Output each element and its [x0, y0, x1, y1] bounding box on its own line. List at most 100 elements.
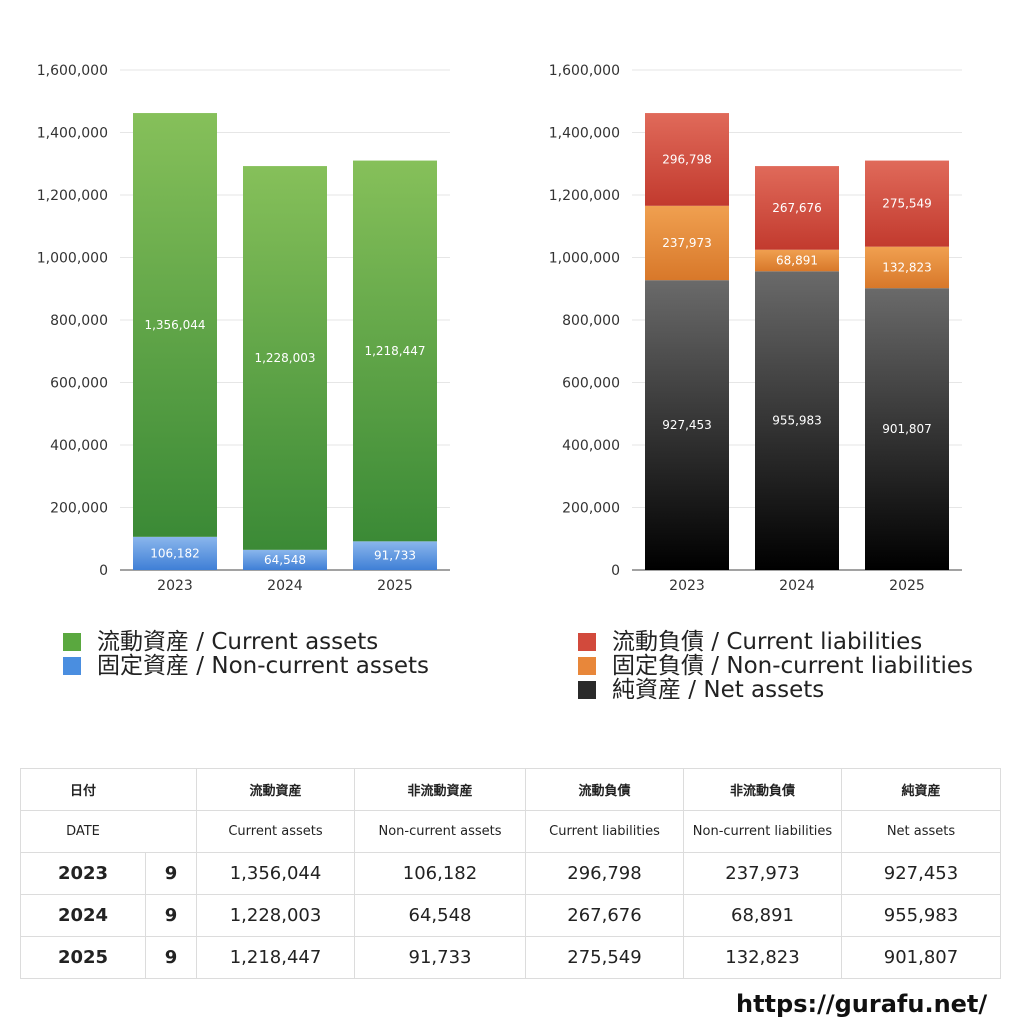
data-label-non-current-liabilities-2025: 132,823: [882, 260, 932, 274]
liabilities-chart: 0 200,000 400,000 600,000 800,000 1,000,000 1,…: [549, 63, 962, 594]
data-label-non-current-assets-2024: 64,548: [264, 553, 306, 567]
cell-current-assets: 1,228,003: [196, 894, 355, 937]
data-label-current-assets-2024: 1,228,003: [254, 351, 315, 365]
header-spacer-en: [145, 810, 197, 853]
bar-current-liabilities-2025: [865, 160, 949, 247]
x-tick-label: 2024: [779, 578, 815, 594]
data-label-net-assets-2024: 955,983: [772, 414, 822, 428]
y-tick-label: 400,000: [562, 438, 620, 454]
header-non-current-liabilities-ja: 非流動負債: [683, 768, 842, 811]
bar-net-assets-2023: [645, 280, 729, 570]
bar-net-assets-2025: [865, 288, 949, 570]
bar-current-assets-2024: [243, 166, 327, 550]
y-tick-label: 200,000: [50, 501, 108, 517]
header-spacer: [145, 768, 197, 811]
table-row: 2023 9 1,356,044 106,182 296,798 237,973…: [20, 852, 1001, 895]
header-non-current-liabilities-en: Non-current liabilities: [683, 810, 842, 853]
y-tick-label: 600,000: [562, 376, 620, 392]
header-non-current-assets-ja: 非流動資産: [354, 768, 526, 811]
header-current-liabilities-en: Current liabilities: [525, 810, 684, 853]
x-tick-label: 2025: [889, 578, 925, 594]
table-row: 2024 9 1,228,003 64,548 267,676 68,891 9…: [20, 894, 1001, 937]
bar-non-current-assets-2024: [243, 549, 327, 570]
legend-swatch-net-assets: [578, 681, 596, 699]
data-label-non-current-assets-2023: 106,182: [150, 546, 200, 560]
cell-net-assets: 901,807: [841, 936, 1001, 979]
cell-non-current-assets: 64,548: [354, 894, 526, 937]
y-tick-label: 1,200,000: [37, 188, 108, 204]
y-tick-label: 200,000: [562, 501, 620, 517]
y-tick-label: 0: [99, 563, 108, 579]
legend-item-non-current-liabilities: 固定負債 / Non-current liabilities: [578, 654, 973, 678]
legend-label-non-current-assets: 固定資産 / Non-current assets: [97, 653, 430, 679]
y-tick-label: 800,000: [50, 313, 108, 329]
legend-swatch-current-assets: [63, 633, 81, 651]
header-net-assets-ja: 純資産: [841, 768, 1001, 811]
table-header-row-en: DATE Current assets Non-current assets C…: [20, 810, 1001, 853]
y-tick-label: 1,000,000: [37, 251, 108, 267]
row-year: 2023: [20, 852, 146, 895]
liabilities-legend: 流動負債 / Current liabilities 固定負債 / Non-cu…: [578, 630, 973, 702]
legend-swatch-non-current-assets: [63, 657, 81, 675]
cell-current-liabilities: 296,798: [525, 852, 684, 895]
row-year: 2024: [20, 894, 146, 937]
header-net-assets-en: Net assets: [841, 810, 1001, 853]
bar-non-current-liabilities-2023: [645, 205, 729, 281]
data-label-net-assets-2023: 927,453: [662, 418, 712, 432]
bar-non-current-assets-2023: [133, 536, 217, 570]
data-label-current-assets-2025: 1,218,447: [364, 344, 425, 358]
cell-current-assets: 1,356,044: [196, 852, 355, 895]
header-non-current-assets-en: Non-current assets: [354, 810, 526, 853]
bar-current-liabilities-2023: [645, 113, 729, 206]
y-tick-label: 800,000: [562, 313, 620, 329]
cell-non-current-assets: 91,733: [354, 936, 526, 979]
cell-non-current-liabilities: 132,823: [683, 936, 842, 979]
bar-current-assets-2023: [133, 113, 217, 537]
data-label-non-current-liabilities-2024: 68,891: [776, 253, 818, 267]
assets-legend: 流動資産 / Current assets 固定資産 / Non-current…: [63, 630, 429, 678]
y-tick-label: 400,000: [50, 438, 108, 454]
table-header-row-ja: 日付 流動資産 非流動資産 流動負債 非流動負債 純資産: [20, 768, 1001, 811]
cell-current-assets: 1,218,447: [196, 936, 355, 979]
legend-item-non-current-assets: 固定資産 / Non-current assets: [63, 654, 429, 678]
header-current-assets-en: Current assets: [196, 810, 355, 853]
y-tick-label: 1,000,000: [549, 251, 620, 267]
data-table: 日付 流動資産 非流動資産 流動負債 非流動負債 純資産 DATE Curren…: [20, 768, 1001, 979]
bar-current-assets-2025: [353, 160, 437, 542]
y-tick-label: 600,000: [50, 376, 108, 392]
y-tick-label: 1,400,000: [549, 126, 620, 142]
header-current-assets-ja: 流動資産: [196, 768, 355, 811]
site-url[interactable]: https://gurafu.net/: [736, 990, 988, 1018]
cell-non-current-liabilities: 237,973: [683, 852, 842, 895]
data-label-current-liabilities-2023: 296,798: [662, 152, 712, 166]
x-tick-label: 2023: [669, 578, 705, 594]
legend-label-net-assets: 純資産 / Net assets: [612, 677, 825, 703]
bar-non-current-liabilities-2024: [755, 249, 839, 272]
header-current-liabilities-ja: 流動負債: [525, 768, 684, 811]
x-tick-label: 2024: [267, 578, 303, 594]
row-year: 2025: [20, 936, 146, 979]
legend-item-net-assets: 純資産 / Net assets: [578, 678, 973, 702]
bar-current-liabilities-2024: [755, 166, 839, 250]
x-tick-label: 2025: [377, 578, 413, 594]
cell-net-assets: 927,453: [841, 852, 1001, 895]
cell-non-current-assets: 106,182: [354, 852, 526, 895]
data-label-non-current-assets-2025: 91,733: [374, 549, 416, 563]
cell-non-current-liabilities: 68,891: [683, 894, 842, 937]
y-tick-label: 1,400,000: [37, 126, 108, 142]
y-tick-label: 1,200,000: [549, 188, 620, 204]
assets-chart: 0 200,000 400,000 600,000 800,000 1,000,000 1,…: [37, 63, 450, 594]
legend-label-current-assets: 流動資産 / Current assets: [97, 629, 379, 655]
header-date-ja: 日付: [20, 768, 146, 811]
legend-swatch-non-current-liabilities: [578, 657, 596, 675]
bar-non-current-assets-2025: [353, 541, 437, 570]
y-tick-label: 0: [611, 563, 620, 579]
table-row: 2025 9 1,218,447 91,733 275,549 132,823 …: [20, 936, 1001, 979]
row-month: 9: [145, 852, 197, 895]
data-label-current-liabilities-2025: 275,549: [882, 197, 932, 211]
data-label-net-assets-2025: 901,807: [882, 422, 932, 436]
legend-item-current-liabilities: 流動負債 / Current liabilities: [578, 630, 973, 654]
x-tick-label: 2023: [157, 578, 193, 594]
data-label-current-liabilities-2024: 267,676: [772, 201, 822, 215]
y-tick-label: 1,600,000: [37, 63, 108, 79]
